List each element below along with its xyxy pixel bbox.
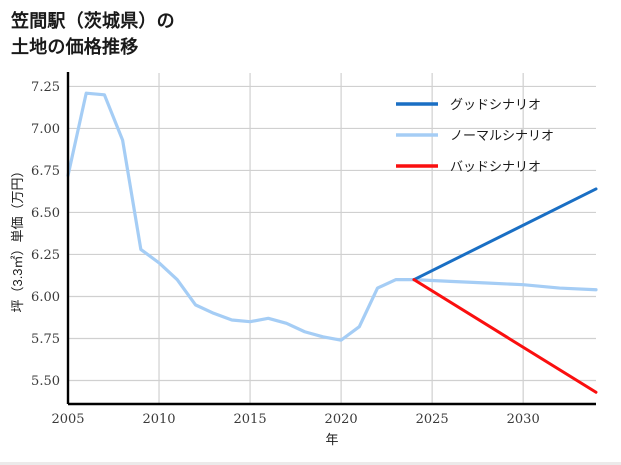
y-tick-label: 6.75 bbox=[31, 164, 60, 179]
y-axis-label: 坪（3.3㎡）単価（万円） bbox=[10, 164, 25, 312]
bottom-divider bbox=[0, 462, 621, 465]
legend-label: グッドシナリオ bbox=[450, 97, 541, 112]
y-tick-label: 5.50 bbox=[31, 374, 60, 389]
series-lines bbox=[66, 91, 598, 394]
x-tick-label: 2015 bbox=[234, 412, 267, 427]
legend-label: バッドシナリオ bbox=[450, 159, 541, 174]
axis-spines bbox=[66, 72, 596, 406]
y-tick-label: 7.00 bbox=[31, 122, 60, 137]
y-tick-label: 6.00 bbox=[31, 290, 60, 305]
x-tick-label: 2025 bbox=[416, 412, 449, 427]
x-tick-label: 2020 bbox=[325, 412, 358, 427]
gridlines bbox=[68, 73, 596, 404]
title-line-1: 笠間駅（茨城県）の bbox=[11, 11, 175, 31]
legend-label: ノーマルシナリオ bbox=[450, 128, 554, 143]
x-tick-label: 2030 bbox=[507, 412, 540, 427]
y-tick-label: 6.25 bbox=[31, 248, 60, 263]
page-title: 笠間駅（茨城県）の 土地の価格推移 bbox=[11, 8, 175, 60]
x-tick-label: 2005 bbox=[51, 412, 84, 427]
y-tick-label: 7.25 bbox=[31, 80, 60, 95]
y-tick-label: 6.50 bbox=[31, 206, 60, 221]
x-tick-label: 2010 bbox=[142, 412, 175, 427]
y-tick-label: 5.75 bbox=[31, 332, 60, 347]
x-tick-labels: 2005 2010 2015 2020 2025 2030 bbox=[51, 412, 539, 427]
title-line-2: 土地の価格推移 bbox=[11, 37, 139, 58]
x-axis-label: 年 bbox=[325, 432, 338, 447]
y-tick-labels: 5.50 5.75 6.00 6.25 6.50 6.75 7.00 7.25 bbox=[31, 80, 60, 389]
